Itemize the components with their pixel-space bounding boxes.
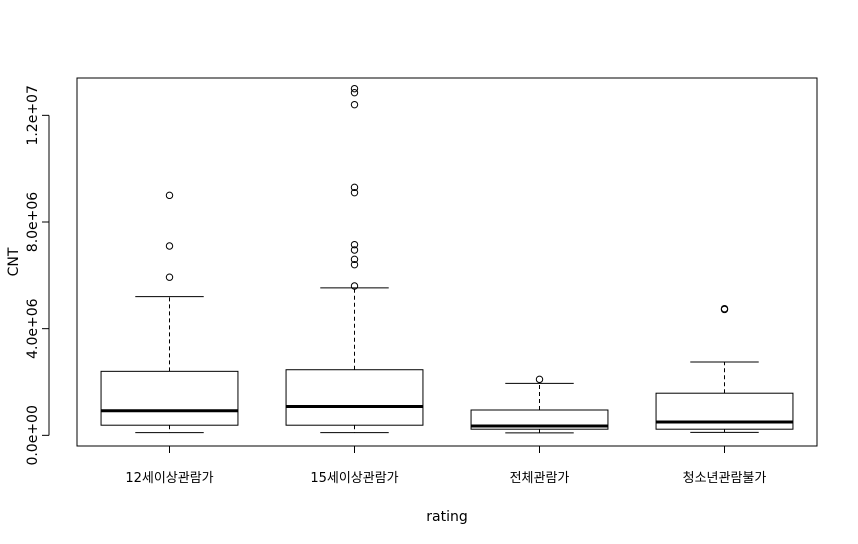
box-group — [655, 304, 794, 433]
box-group — [470, 375, 609, 434]
outlier-point — [350, 240, 359, 249]
outlier-point — [720, 304, 729, 313]
x-tick-label: 청소년관람불가 — [683, 471, 767, 486]
outlier-point — [350, 282, 359, 290]
y-tick-label: 0.0e+00 — [25, 405, 41, 465]
x-tick-label: 12세이상관람가 — [125, 471, 213, 486]
y-axis-label: CNT — [6, 247, 22, 276]
outlier-point — [350, 88, 359, 97]
box-series — [100, 84, 794, 434]
box-iqr — [655, 392, 794, 430]
outlier-point — [350, 260, 359, 269]
outlier-point — [350, 246, 359, 254]
x-axis: 12세이상관람가 15세이상관람가 전체관람가 청소년관람불가 — [125, 445, 767, 486]
box-group — [285, 84, 424, 434]
outlier-point — [535, 375, 544, 384]
outlier-point — [350, 255, 359, 264]
x-axis-label: rating — [426, 509, 467, 525]
box-iqr — [100, 370, 239, 426]
outlier-point — [165, 273, 174, 281]
outlier-point — [350, 100, 359, 109]
y-tick-label: 4.0e+06 — [25, 298, 41, 359]
box-iqr — [285, 369, 424, 426]
y-axis: 0.0e+00 4.0e+06 8.0e+06 1.2e+07 — [25, 85, 50, 466]
x-tick-label: 전체관람가 — [510, 471, 570, 486]
outlier-point — [350, 188, 359, 197]
x-tick-label: 15세이상관람가 — [310, 471, 398, 486]
box-iqr — [470, 409, 609, 430]
box-group — [100, 191, 239, 434]
outlier-point — [350, 183, 359, 192]
y-tick-label: 8.0e+06 — [25, 192, 41, 253]
outlier-point — [350, 84, 359, 93]
outlier-point — [165, 191, 174, 200]
y-tick-label: 1.2e+07 — [25, 85, 41, 145]
outlier-point — [165, 242, 174, 250]
